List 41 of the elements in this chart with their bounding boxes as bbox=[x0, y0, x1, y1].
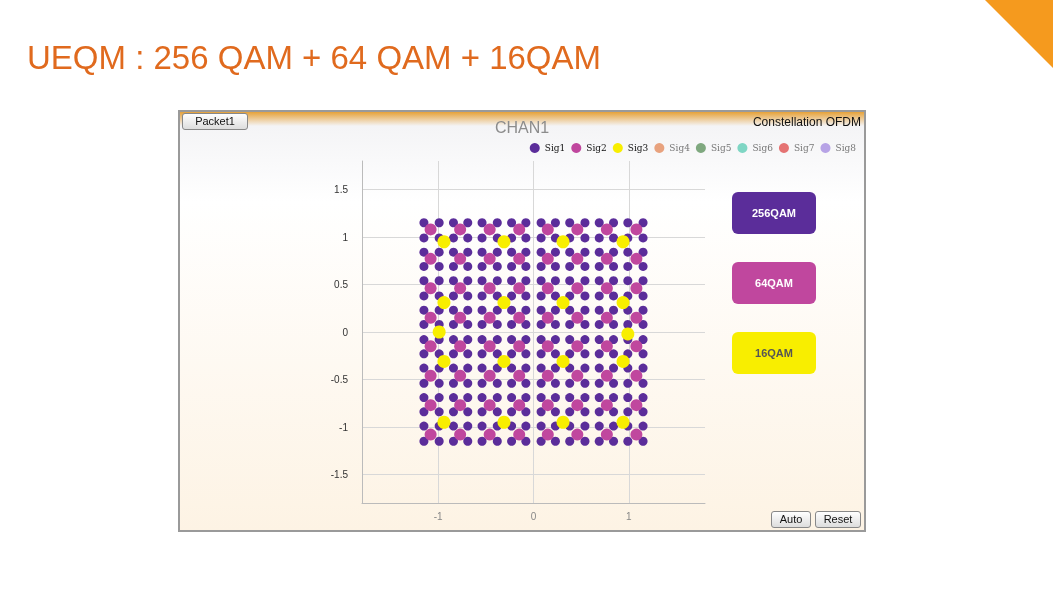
x-tick-label: 0 bbox=[530, 510, 537, 522]
legend-label: Sig2 bbox=[586, 143, 607, 153]
point bbox=[621, 327, 635, 341]
legend-label: Sig4 bbox=[669, 143, 691, 153]
text: Constellation OFDM bbox=[752, 115, 861, 129]
point bbox=[497, 296, 511, 310]
point bbox=[497, 415, 511, 429]
y-tick-label: 0.5 bbox=[334, 279, 349, 290]
point bbox=[437, 296, 451, 310]
legend-label: Sig1 bbox=[544, 143, 566, 153]
y-tick-label: 0 bbox=[342, 326, 349, 338]
point bbox=[556, 415, 570, 429]
chart-title: UEQM : 256 QAM + 64 QAM + 16QAM bbox=[27, 39, 602, 76]
text: 64QAM bbox=[732, 262, 816, 304]
y-tick-label: 1 bbox=[342, 231, 349, 243]
x-tick-label: -1 bbox=[433, 510, 444, 522]
legend-label: Sig3 bbox=[627, 143, 649, 153]
legend-label: Sig6 bbox=[752, 143, 774, 153]
button: Auto bbox=[771, 511, 811, 528]
point bbox=[616, 296, 630, 310]
point bbox=[432, 325, 446, 339]
y-tick-label: -0.5 bbox=[330, 374, 349, 385]
point bbox=[556, 296, 570, 310]
point bbox=[616, 354, 630, 368]
point bbox=[556, 235, 570, 249]
legend-label: Sig5 bbox=[710, 143, 732, 153]
point bbox=[556, 354, 570, 368]
legend-label: Sig8 bbox=[835, 143, 857, 153]
y-tick-label: -1.5 bbox=[330, 469, 349, 480]
x-tick-label: 1 bbox=[626, 510, 632, 522]
chart-subtitle: CHAN1 bbox=[495, 118, 550, 136]
text: 256QAM bbox=[732, 192, 816, 234]
text: 16QAM bbox=[732, 332, 816, 374]
point bbox=[497, 354, 511, 368]
point bbox=[497, 235, 511, 249]
y-tick-label: -1 bbox=[339, 421, 349, 433]
legend-label: Sig7 bbox=[793, 143, 815, 153]
button: Packet1 bbox=[182, 113, 248, 130]
point bbox=[437, 354, 451, 368]
y-tick-label: 1.5 bbox=[334, 184, 349, 195]
button: Reset bbox=[815, 511, 861, 528]
